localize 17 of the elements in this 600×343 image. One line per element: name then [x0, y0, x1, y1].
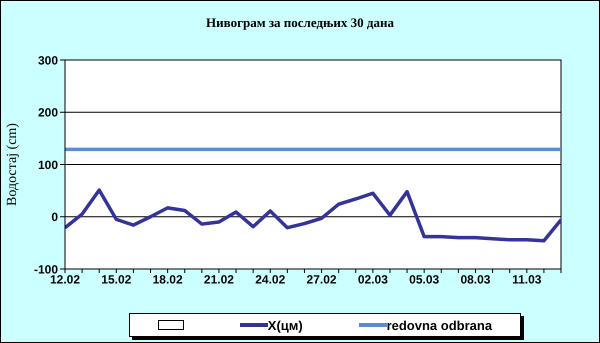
x-tick-label: 11.03: [512, 272, 542, 287]
legend-label: X(цм): [268, 318, 303, 332]
x-tick-label: 24.02: [255, 272, 286, 287]
x-tick-label: 15.02: [101, 272, 132, 287]
y-tick-label: 300: [38, 53, 58, 68]
y-axis-title: Водостај (cm): [4, 122, 20, 206]
x-tick-label: 27.02: [306, 272, 337, 287]
x-tick-label: 02.03: [358, 272, 388, 287]
y-tick-label: 0: [51, 210, 58, 224]
y-tick-label: 200: [38, 106, 58, 120]
legend-label: redovna odbrana: [386, 318, 492, 332]
x-tick-label: 21.02: [204, 272, 234, 287]
x-tick-label: 18.02: [152, 272, 183, 287]
y-tick-label: 100: [38, 158, 58, 172]
x-tick-label: 08.03: [460, 272, 491, 287]
chart-title: Нивограм за последњих 30 дана: [205, 15, 395, 31]
x-tick-label: 05.03: [409, 272, 440, 287]
